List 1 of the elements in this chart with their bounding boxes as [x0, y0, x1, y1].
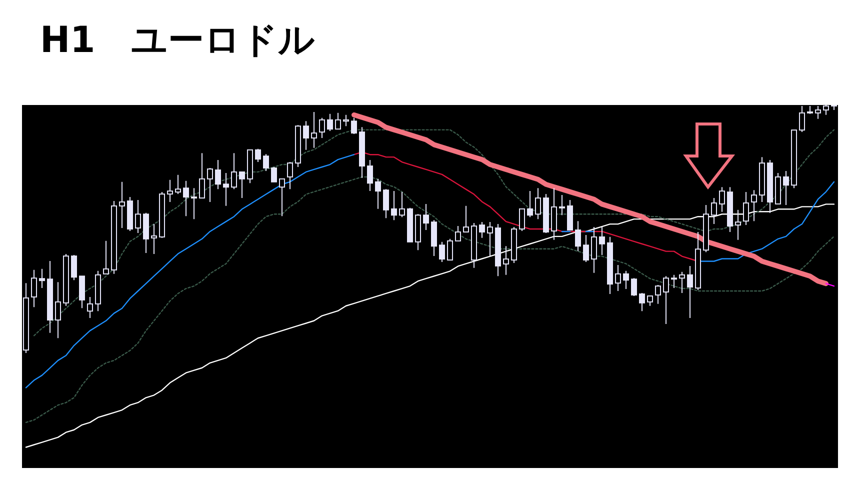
chart-title: H1 ユーロドル: [40, 20, 316, 61]
